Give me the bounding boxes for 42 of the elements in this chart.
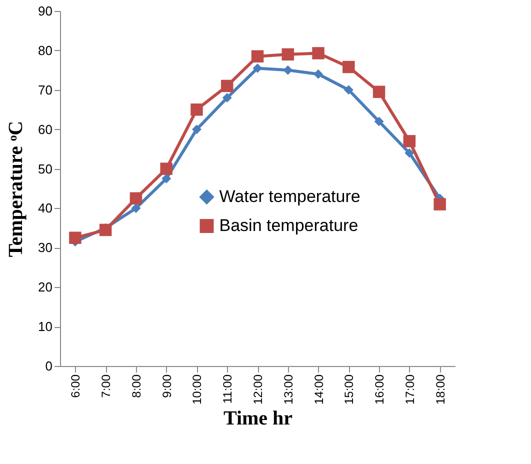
legend-label: Water temperature xyxy=(219,187,360,206)
x-tick-label: 6:00 xyxy=(68,374,83,398)
x-tick-label: 10:00 xyxy=(190,374,204,405)
y-tick-label: 10 xyxy=(38,319,52,334)
y-tick-label: 20 xyxy=(38,280,52,295)
x-tick-label: 11:00 xyxy=(220,374,235,404)
point xyxy=(69,232,82,244)
point xyxy=(190,103,203,116)
point xyxy=(99,224,112,236)
point xyxy=(312,47,324,60)
point xyxy=(251,50,264,62)
point xyxy=(282,48,294,61)
y-axis-title: Temperature ᵒC xyxy=(5,120,28,258)
point xyxy=(192,124,202,134)
point xyxy=(314,69,324,79)
y-tick-label: 90 xyxy=(38,4,52,18)
x-tick-label: 17:00 xyxy=(402,374,417,405)
point xyxy=(342,60,355,74)
x-tick-label: 18:00 xyxy=(433,374,448,405)
x-tick-label: 16:00 xyxy=(372,374,387,405)
point xyxy=(434,198,446,210)
x-tick-label: 15:00 xyxy=(342,374,356,405)
point xyxy=(130,192,142,204)
x-tick-label: 12:00 xyxy=(251,374,265,405)
x-tick-label: 13:00 xyxy=(281,374,296,405)
y-tick-label: 80 xyxy=(38,42,52,58)
y-tick-label: 70 xyxy=(38,82,52,98)
point xyxy=(160,162,172,175)
point xyxy=(220,80,234,92)
y-tick-label: 40 xyxy=(38,200,52,216)
point xyxy=(403,135,416,148)
y-tick-label: 60 xyxy=(38,122,52,137)
y-tick-label: 50 xyxy=(38,161,52,176)
x-tick-label: 7:00 xyxy=(99,374,114,398)
x-tick-label: 14:00 xyxy=(312,374,326,405)
x-tick-label: 9:00 xyxy=(160,374,174,398)
y-tick-label: 0 xyxy=(45,358,52,374)
x-axis-title: Time hr xyxy=(223,408,293,430)
x-tick-label: 8:00 xyxy=(129,374,144,398)
point xyxy=(372,86,386,98)
legend-label: Basin temperature xyxy=(219,216,358,235)
y-tick-label: 30 xyxy=(38,240,52,256)
